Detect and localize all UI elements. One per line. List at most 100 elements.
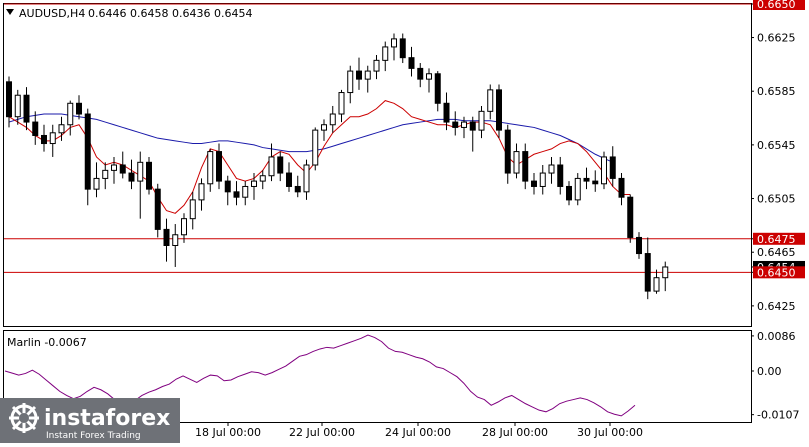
- candle-body-bull: [364, 70, 371, 80]
- candle: [583, 167, 590, 190]
- time-tick-label: 22 Jul 00:00: [289, 426, 355, 439]
- candle-body-bear: [504, 129, 511, 174]
- candle-body-bull: [338, 92, 345, 115]
- level-price-badge: [753, 266, 805, 279]
- candle: [102, 162, 109, 190]
- candle-body-bull: [303, 164, 310, 193]
- marlin-tick-label: -0.0107: [757, 409, 799, 422]
- price-tick-label: 0.6545: [757, 139, 796, 152]
- candle-body-bull: [653, 277, 660, 292]
- candle-body-bull: [172, 234, 179, 246]
- candle: [154, 183, 161, 238]
- candle: [286, 162, 292, 192]
- candle: [452, 111, 459, 136]
- candle-body-bear: [408, 57, 415, 69]
- candle: [618, 173, 625, 206]
- candle: [329, 105, 336, 133]
- candle-body-bear: [522, 151, 529, 182]
- price-tick-label: 0.6450: [757, 266, 796, 279]
- candle: [574, 173, 581, 206]
- candle-body-bear: [469, 121, 476, 131]
- price-tick-label: 0.6585: [757, 85, 796, 98]
- candle: [84, 108, 91, 206]
- candle: [242, 181, 249, 206]
- candle: [539, 165, 546, 195]
- candle: [592, 170, 599, 192]
- candle-body-bear: [443, 102, 450, 123]
- candle: [443, 92, 450, 131]
- candle-body-bull: [49, 132, 56, 145]
- candle: [557, 156, 564, 195]
- candle-body-bear: [233, 191, 240, 198]
- candle-body-bull: [181, 218, 187, 236]
- candle-body-bull: [487, 89, 494, 112]
- level-price-badge: [753, 0, 805, 10]
- candle-body-bear: [224, 180, 231, 193]
- marlin-tick-label: 0.0086: [757, 330, 796, 343]
- candle-body-bear: [417, 67, 424, 80]
- price-tick-label: 0.6465: [757, 246, 796, 259]
- ohlc-values: 0.6446 0.6458 0.6436 0.6454: [88, 7, 252, 20]
- candle: [636, 232, 642, 259]
- candle: [207, 148, 214, 192]
- candle: [391, 33, 397, 61]
- candle: [662, 261, 669, 292]
- candle: [312, 127, 319, 171]
- candle: [399, 33, 406, 64]
- triangle-down-icon[interactable]: [6, 9, 14, 15]
- candle-body-bear: [32, 121, 39, 136]
- candle-body-bull: [574, 177, 581, 201]
- time-axis: 18 Jul 00:00 22 Jul 00:00 24 Jul 00:00 28 J…: [195, 422, 643, 439]
- candle: [76, 95, 82, 120]
- level-price-badge: [753, 232, 805, 245]
- marlin-label: Marlin -0.0067: [7, 336, 87, 349]
- candle: [93, 162, 100, 198]
- candle-body-bear: [41, 134, 47, 145]
- candle-body-bear: [356, 70, 362, 80]
- candle-body-bull: [347, 70, 354, 94]
- candle-body-bull: [198, 183, 205, 201]
- candle-body-bear: [618, 177, 625, 198]
- candle: [216, 143, 222, 190]
- candle: [364, 65, 371, 93]
- candle-body-bull: [102, 169, 109, 179]
- candle: [522, 143, 529, 190]
- candle: [303, 159, 310, 200]
- candle: [233, 181, 240, 206]
- price-tick-label: 0.6425: [757, 300, 796, 313]
- candle-body-bull: [601, 156, 607, 185]
- candle: [49, 124, 56, 157]
- candle: [181, 213, 187, 243]
- candle: [259, 170, 266, 190]
- candle-body-bull: [93, 177, 100, 190]
- price-tick-label: 0.6650: [757, 0, 796, 11]
- candle: [172, 224, 179, 267]
- candle: [111, 156, 117, 184]
- candle: [513, 143, 520, 179]
- candle-body-bear: [23, 94, 30, 123]
- candle: [198, 178, 205, 211]
- candle-body-bull: [251, 180, 257, 187]
- candle: [408, 46, 415, 77]
- candle: [128, 159, 135, 190]
- candle-body-bull: [461, 121, 467, 128]
- candle: [478, 105, 485, 139]
- candle-body-bear: [592, 180, 599, 185]
- candle-body-bull: [67, 102, 74, 126]
- candle-body-bear: [294, 185, 301, 193]
- candle-body-bear: [399, 38, 406, 59]
- candle: [653, 269, 660, 294]
- candle-body-bull: [312, 129, 319, 166]
- candle: [627, 194, 634, 243]
- candle-body-bear: [496, 89, 502, 131]
- candle: [469, 116, 476, 152]
- candle-body-bear: [286, 172, 292, 187]
- candle: [321, 119, 327, 141]
- marlin-axis: 0.0086 0.00 -0.0107: [751, 330, 799, 422]
- candle-body-bear: [84, 113, 91, 190]
- candle: [119, 151, 126, 179]
- candle: [434, 71, 441, 112]
- candle-body-bear: [434, 73, 441, 104]
